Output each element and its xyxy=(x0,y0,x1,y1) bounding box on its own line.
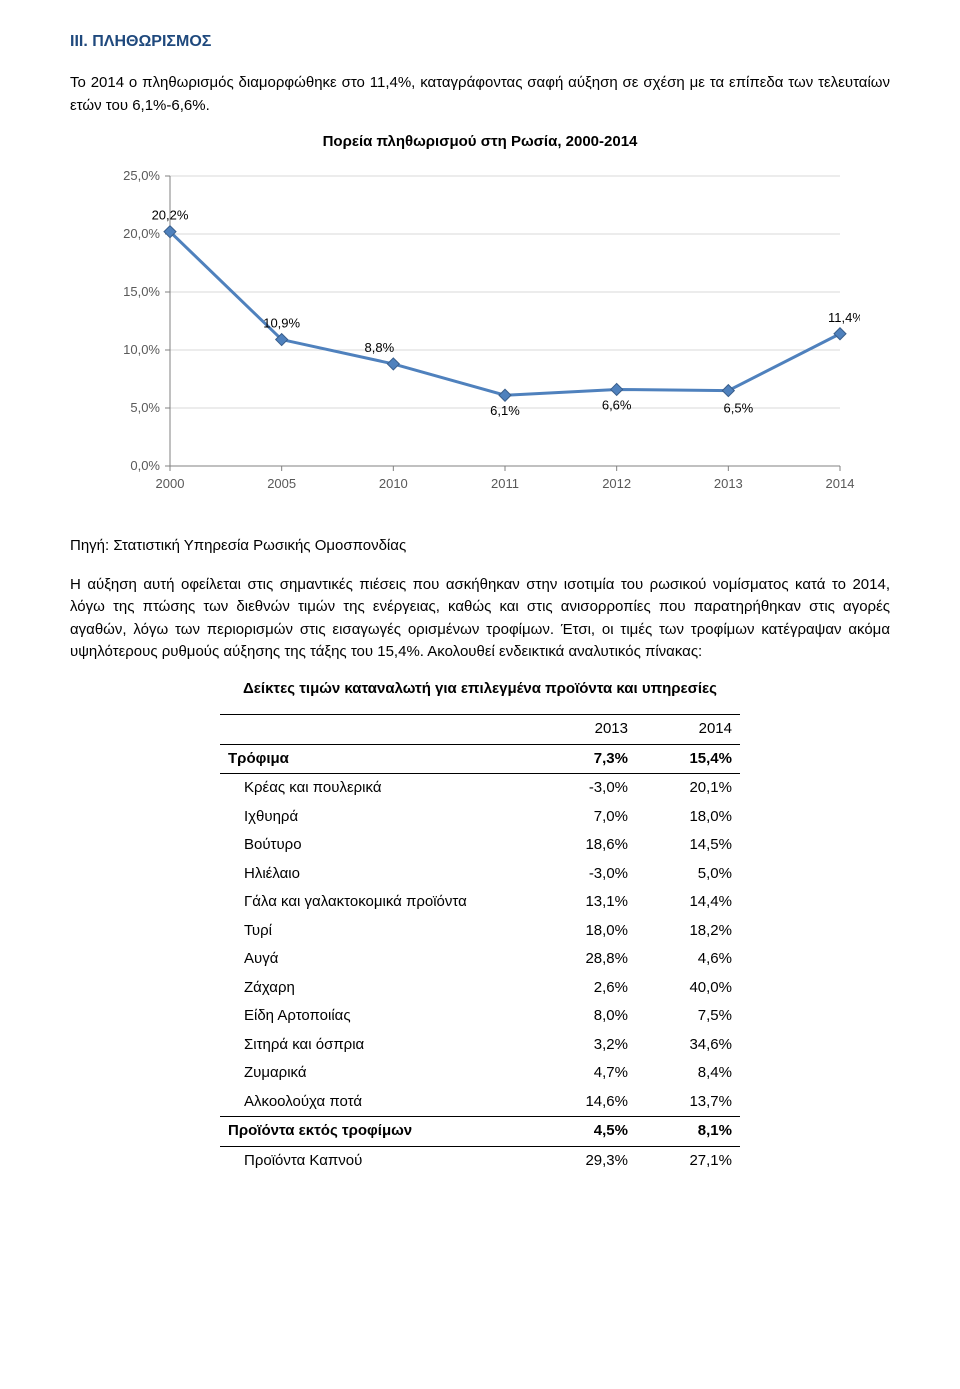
section-heading: III. ΠΛΗΘΩΡΙΣΜΟΣ xyxy=(70,30,890,54)
svg-text:20,2%: 20,2% xyxy=(152,207,189,222)
row-label: Βούτυρο xyxy=(220,831,532,860)
row-label: Ηλιέλαιο xyxy=(220,860,532,889)
intro-paragraph: Το 2014 ο πληθωρισμός διαμορφώθηκε στο 1… xyxy=(70,72,890,117)
row-v1: 7,3% xyxy=(532,744,636,774)
row-v2: 14,5% xyxy=(636,831,740,860)
row-label: Προϊόντα εκτός τροφίμων xyxy=(220,1117,532,1147)
row-v1: 4,5% xyxy=(532,1117,636,1147)
row-v2: 20,1% xyxy=(636,774,740,803)
row-label: Σιτηρά και όσπρια xyxy=(220,1031,532,1060)
table-title: Δείκτες τιμών καταναλωτή για επιλεγμένα … xyxy=(70,678,890,701)
svg-text:6,1%: 6,1% xyxy=(490,403,520,418)
row-v1: 3,2% xyxy=(532,1031,636,1060)
row-v2: 5,0% xyxy=(636,860,740,889)
table-row: Είδη Αρτοποιίας8,0%7,5% xyxy=(220,1002,740,1031)
svg-text:8,8%: 8,8% xyxy=(365,339,395,354)
row-v2: 4,6% xyxy=(636,945,740,974)
row-v1: 18,0% xyxy=(532,917,636,946)
svg-text:25,0%: 25,0% xyxy=(123,168,160,183)
table-row: Ηλιέλαιο-3,0%5,0% xyxy=(220,860,740,889)
table-row: Τρόφιμα7,3%15,4% xyxy=(220,744,740,774)
svg-text:2014: 2014 xyxy=(826,476,855,491)
row-v2: 8,4% xyxy=(636,1059,740,1088)
row-v2: 13,7% xyxy=(636,1088,740,1117)
row-v2: 18,2% xyxy=(636,917,740,946)
svg-text:2012: 2012 xyxy=(602,476,631,491)
svg-text:6,6%: 6,6% xyxy=(602,397,632,412)
row-v1: 8,0% xyxy=(532,1002,636,1031)
svg-text:2010: 2010 xyxy=(379,476,408,491)
table-row: Γάλα και γαλακτοκομικά προϊόντα13,1%14,4… xyxy=(220,888,740,917)
row-label: Γάλα και γαλακτοκομικά προϊόντα xyxy=(220,888,532,917)
row-v1: 7,0% xyxy=(532,803,636,832)
table-row: Ζάχαρη2,6%40,0% xyxy=(220,974,740,1003)
svg-text:2013: 2013 xyxy=(714,476,743,491)
row-v2: 14,4% xyxy=(636,888,740,917)
row-label: Τυρί xyxy=(220,917,532,946)
chart-source: Πηγή: Στατιστική Υπηρεσία Ρωσικής Ομοσπο… xyxy=(70,535,890,558)
cpi-table: 20132014Τρόφιμα7,3%15,4%Κρέας και πουλερ… xyxy=(220,714,740,1175)
svg-text:6,5%: 6,5% xyxy=(724,400,754,415)
svg-text:2011: 2011 xyxy=(491,476,519,491)
svg-text:2000: 2000 xyxy=(156,476,185,491)
row-label: Αυγά xyxy=(220,945,532,974)
row-label: Ιχθυηρά xyxy=(220,803,532,832)
table-row: Προϊόντα Καπνού29,3%27,1% xyxy=(220,1146,740,1175)
table-row: Προϊόντα εκτός τροφίμων4,5%8,1% xyxy=(220,1117,740,1147)
svg-text:10,9%: 10,9% xyxy=(263,315,300,330)
table-row: Τυρί18,0%18,2% xyxy=(220,917,740,946)
row-v1: 13,1% xyxy=(532,888,636,917)
row-v1: 2,6% xyxy=(532,974,636,1003)
svg-text:11,4%: 11,4% xyxy=(828,309,860,324)
svg-text:0,0%: 0,0% xyxy=(130,458,160,473)
row-v1: 4,7% xyxy=(532,1059,636,1088)
row-v1: -3,0% xyxy=(532,774,636,803)
chart-svg: 0,0% 5,0% 10,0% 15,0% 20,0% 25,0% 2000 2005 2010… xyxy=(100,156,860,516)
svg-text:2005: 2005 xyxy=(267,476,296,491)
row-v1: -3,0% xyxy=(532,860,636,889)
table-row: Βούτυρο18,6%14,5% xyxy=(220,831,740,860)
row-label: Είδη Αρτοποιίας xyxy=(220,1002,532,1031)
row-v2: 15,4% xyxy=(636,744,740,774)
row-label: Κρέας και πουλερικά xyxy=(220,774,532,803)
table-row: Ιχθυηρά7,0%18,0% xyxy=(220,803,740,832)
svg-text:10,0%: 10,0% xyxy=(123,342,160,357)
table-header-2014: 2014 xyxy=(636,715,740,745)
row-v1: 18,6% xyxy=(532,831,636,860)
table-row: Σιτηρά και όσπρια3,2%34,6% xyxy=(220,1031,740,1060)
row-v2: 40,0% xyxy=(636,974,740,1003)
svg-text:15,0%: 15,0% xyxy=(123,284,160,299)
row-label: Τρόφιμα xyxy=(220,744,532,774)
table-header-empty xyxy=(220,715,532,745)
table-row: Αυγά28,8%4,6% xyxy=(220,945,740,974)
row-v2: 18,0% xyxy=(636,803,740,832)
row-v2: 34,6% xyxy=(636,1031,740,1060)
chart-title: Πορεία πληθωρισμού στη Ρωσία, 2000-2014 xyxy=(70,131,890,154)
row-label: Προϊόντα Καπνού xyxy=(220,1146,532,1175)
row-v2: 7,5% xyxy=(636,1002,740,1031)
row-label: Ζυμαρικά xyxy=(220,1059,532,1088)
row-v2: 27,1% xyxy=(636,1146,740,1175)
table-row: Αλκοολούχα ποτά14,6%13,7% xyxy=(220,1088,740,1117)
svg-text:5,0%: 5,0% xyxy=(130,400,160,415)
svg-text:20,0%: 20,0% xyxy=(123,226,160,241)
row-v1: 14,6% xyxy=(532,1088,636,1117)
body-paragraph: Η αύξηση αυτή οφείλεται στις σημαντικές … xyxy=(70,574,890,664)
row-label: Αλκοολούχα ποτά xyxy=(220,1088,532,1117)
row-label: Ζάχαρη xyxy=(220,974,532,1003)
row-v1: 29,3% xyxy=(532,1146,636,1175)
inflation-chart: 0,0% 5,0% 10,0% 15,0% 20,0% 25,0% 2000 2005 2010… xyxy=(100,156,860,524)
row-v1: 28,8% xyxy=(532,945,636,974)
table-row: Ζυμαρικά4,7%8,4% xyxy=(220,1059,740,1088)
row-v2: 8,1% xyxy=(636,1117,740,1147)
table-header-2013: 2013 xyxy=(532,715,636,745)
table-row: Κρέας και πουλερικά-3,0%20,1% xyxy=(220,774,740,803)
